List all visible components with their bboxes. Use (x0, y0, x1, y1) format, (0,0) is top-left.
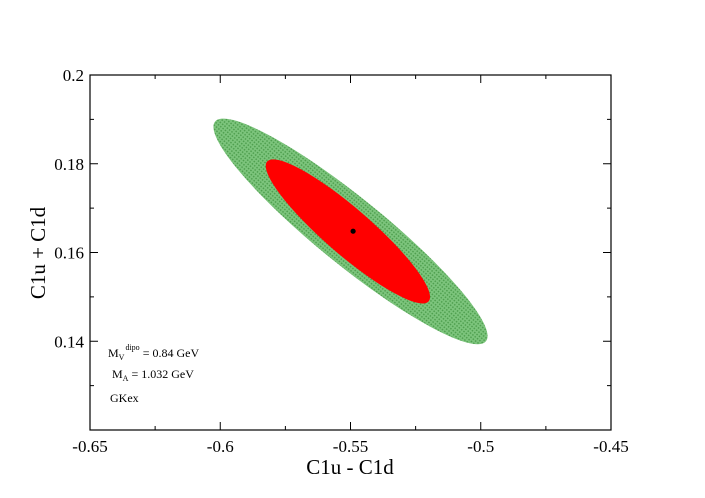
x-tick-label: -0.65 (72, 437, 107, 456)
x-tick-label: -0.55 (333, 437, 368, 456)
ticks (89, 74, 612, 431)
svg-text:MVdipo = 0.84 GeV: MVdipo = 0.84 GeV (108, 343, 199, 362)
best-fit-point-layer (350, 228, 356, 234)
annotation-gkex: GKex (110, 391, 139, 405)
annotation-ma: MA = 1.032 GeV (112, 367, 194, 383)
x-tick-label: -0.5 (467, 437, 494, 456)
tick-labels: -0.65 -0.6 -0.55 -0.5 -0.45 0.14 0.16 0.18 0.2 (54, 66, 628, 456)
inner-confidence-region (265, 159, 431, 304)
x-tick-label: -0.45 (593, 437, 628, 456)
y-tick-label: 0.16 (54, 244, 84, 263)
y-tick-label: 0.2 (63, 66, 84, 85)
y-tick-label: 0.18 (54, 155, 84, 174)
best-fit-point (350, 228, 356, 234)
annotation-mv: MVdipo = 0.84 GeV (108, 343, 199, 362)
svg-text:MA = 1.032 GeV: MA = 1.032 GeV (112, 367, 194, 383)
y-tick-label: 0.14 (54, 332, 84, 351)
x-tick-label: -0.6 (207, 437, 234, 456)
x-axis-title: C1u - C1d (306, 455, 394, 479)
y-axis-title: C1u + C1d (26, 206, 50, 299)
confidence-regions (213, 118, 488, 345)
